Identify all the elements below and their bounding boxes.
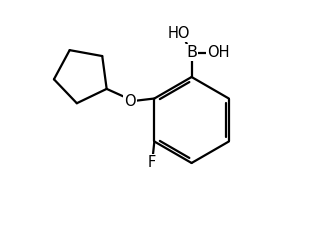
Text: HO: HO — [168, 26, 190, 41]
Text: O: O — [124, 94, 136, 109]
Text: OH: OH — [207, 45, 230, 60]
Text: B: B — [186, 45, 197, 60]
Text: F: F — [147, 155, 155, 170]
